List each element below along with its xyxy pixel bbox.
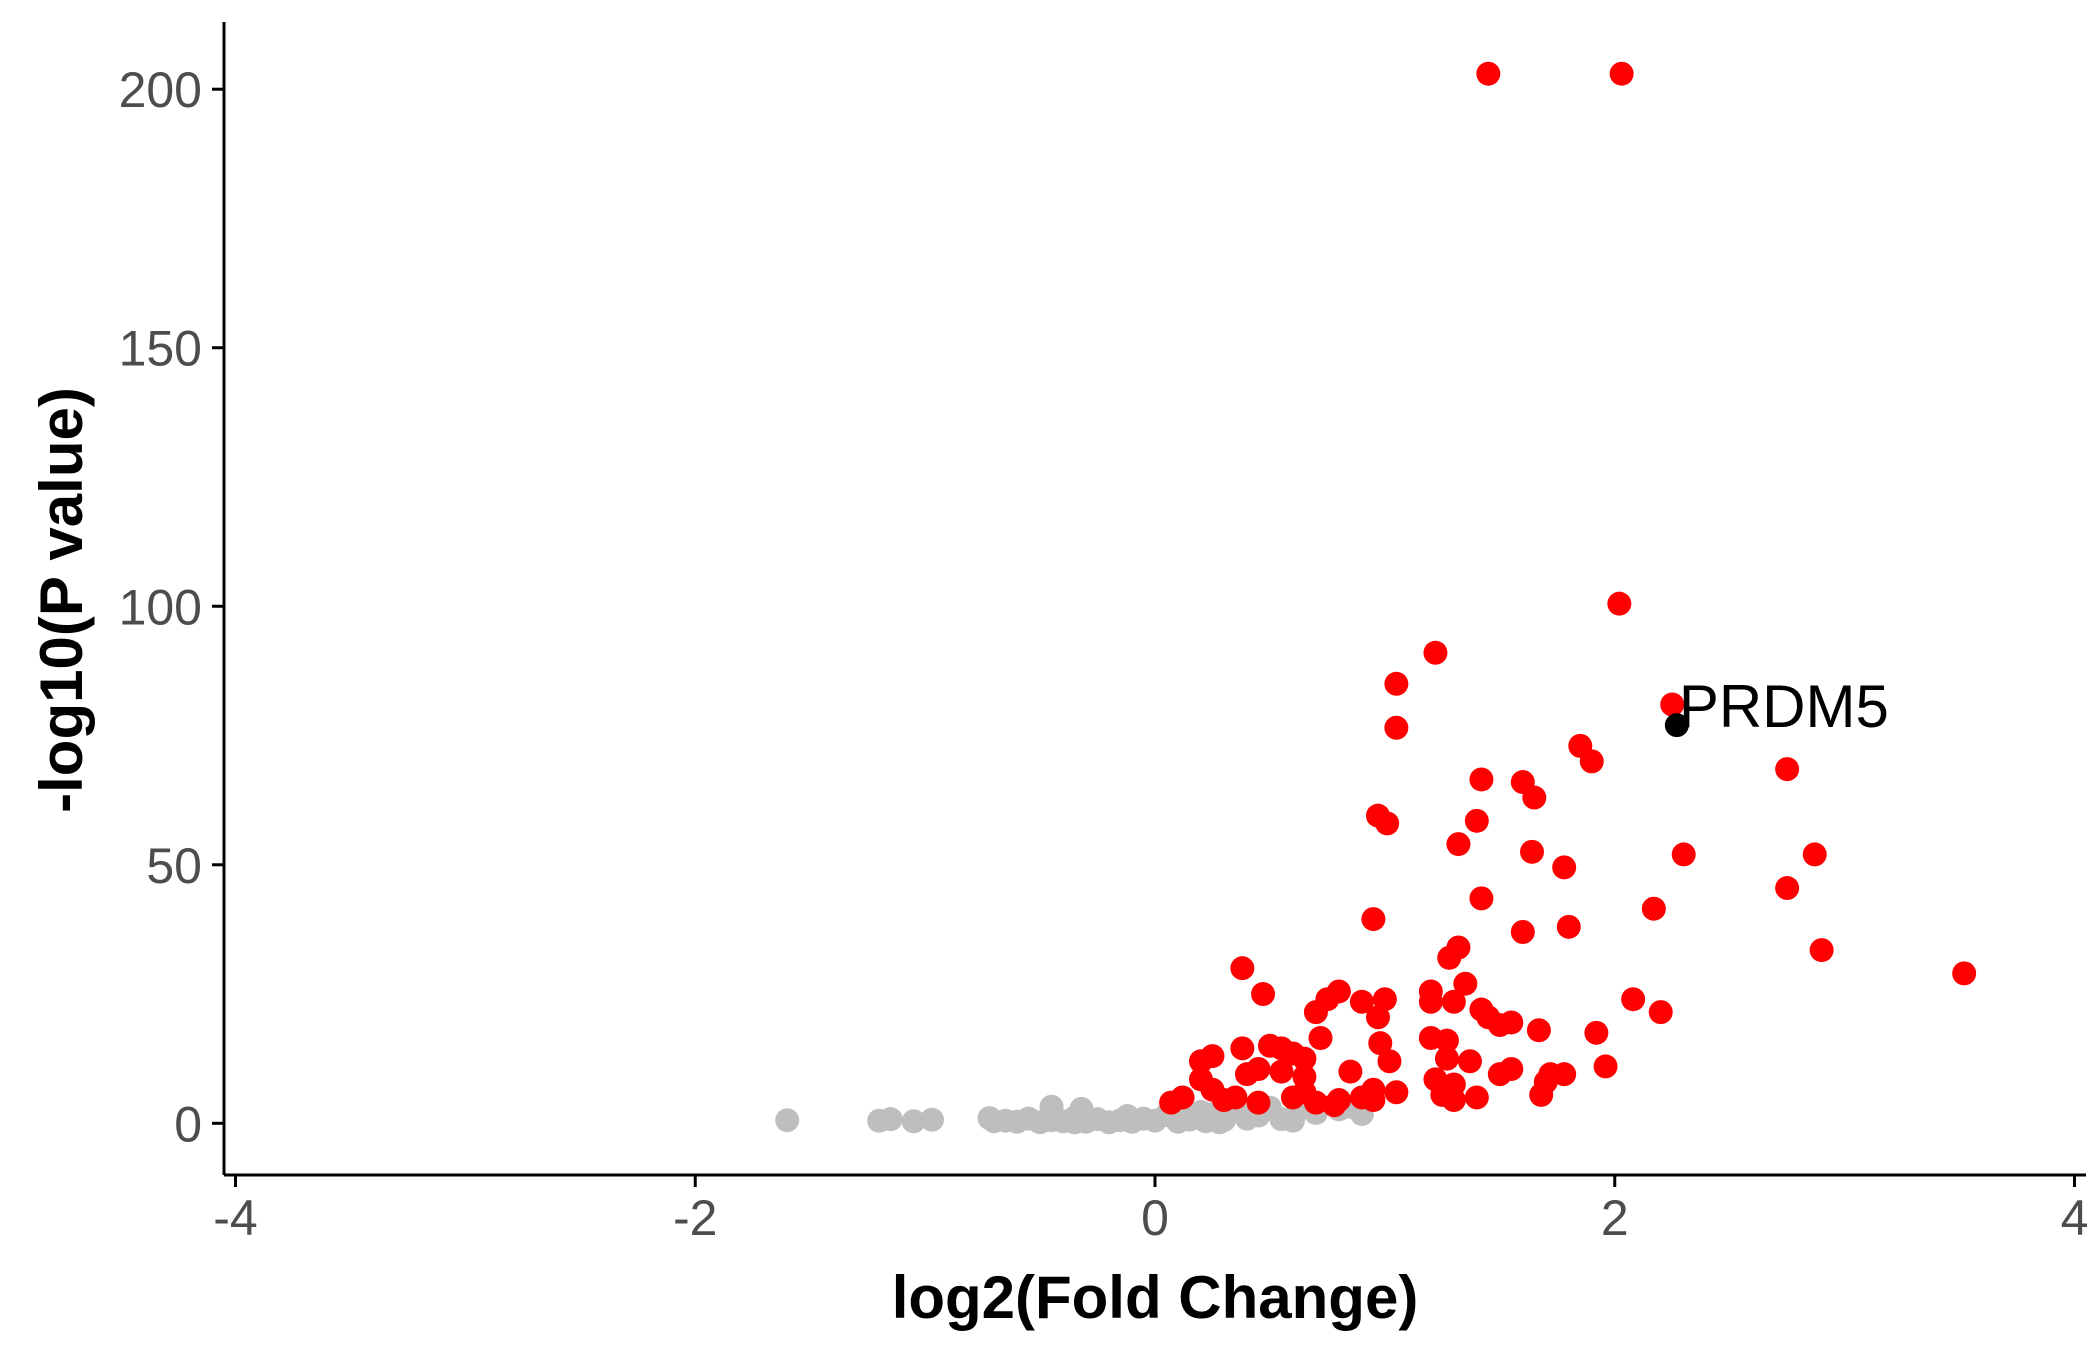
annotations: PRDM5 <box>1679 673 1889 740</box>
significant-point <box>1775 757 1800 782</box>
significant-point <box>1377 1049 1402 1074</box>
significant-point <box>1303 1000 1328 1025</box>
significant-point <box>1292 1046 1317 1071</box>
significant-point <box>1526 1018 1551 1043</box>
non-significant-point <box>1207 1110 1232 1135</box>
significant-point <box>1372 987 1397 1012</box>
significant-point <box>1579 749 1604 774</box>
significant-point <box>1365 1005 1390 1030</box>
significant-point <box>1609 61 1634 86</box>
non-significant-point <box>878 1107 903 1132</box>
significant-point <box>1552 1062 1577 1087</box>
non-significant-point <box>901 1109 926 1134</box>
significant-point <box>1487 1013 1512 1038</box>
significant-point <box>1487 1062 1512 1087</box>
non-significant-point <box>775 1108 800 1133</box>
y-tick-label: 0 <box>174 1096 202 1152</box>
significant-point <box>1464 808 1489 833</box>
significant-point <box>1338 1059 1363 1084</box>
x-axis-ticks: -4 -2 0 2 4 <box>213 1175 2088 1246</box>
significant-point <box>1457 1049 1482 1074</box>
data-points <box>775 61 1977 1135</box>
significant-point <box>1322 1093 1347 1118</box>
significant-point <box>1188 1049 1213 1074</box>
significant-point <box>1368 1031 1393 1056</box>
significant-point <box>1437 945 1462 970</box>
significant-point <box>1809 938 1834 963</box>
significant-point <box>1552 855 1577 880</box>
x-tick-label: 4 <box>2061 1190 2089 1246</box>
significant-point <box>1441 989 1466 1014</box>
significant-point <box>1519 839 1544 864</box>
y-tick-label: 100 <box>119 579 202 635</box>
significant-point <box>1453 971 1478 996</box>
y-axis-ticks: 0 50 100 150 200 <box>119 62 224 1152</box>
significant-point <box>1230 956 1255 981</box>
significant-point <box>1607 591 1632 616</box>
y-tick-label: 50 <box>146 838 202 894</box>
significant-point <box>1423 640 1448 665</box>
significant-point <box>1269 1059 1294 1084</box>
non-significant-point <box>1062 1110 1087 1135</box>
y-tick-label: 200 <box>119 62 202 118</box>
significant-point <box>1446 832 1471 857</box>
significant-point <box>1434 1028 1459 1053</box>
significant-point <box>1648 1000 1673 1025</box>
non-significant-point <box>982 1109 1007 1134</box>
point-annotation-label: PRDM5 <box>1679 673 1889 740</box>
significant-point <box>1476 61 1501 86</box>
significant-point <box>1775 876 1800 901</box>
significant-point <box>1349 989 1374 1014</box>
significant-point <box>1802 842 1827 867</box>
significant-point <box>1384 1080 1409 1105</box>
y-tick-label: 150 <box>119 321 202 377</box>
significant-point <box>1529 1082 1554 1107</box>
significant-point <box>1418 989 1443 1014</box>
significant-point <box>1384 671 1409 696</box>
significant-point <box>1361 907 1386 932</box>
significant-point <box>1593 1054 1618 1079</box>
significant-point <box>1556 914 1581 939</box>
significant-point <box>1234 1062 1259 1087</box>
significant-point <box>1671 842 1696 867</box>
significant-point <box>1434 1046 1459 1071</box>
y-axis-title: -log10(P value) <box>28 387 95 813</box>
non-significant-point <box>920 1107 945 1132</box>
significant-point <box>1584 1020 1609 1045</box>
significant-point <box>1230 1036 1255 1061</box>
significant-point <box>1223 1085 1248 1110</box>
significant-point <box>1246 1090 1271 1115</box>
significant-point <box>1522 785 1547 810</box>
significant-point <box>1251 982 1276 1007</box>
significant-point <box>1621 987 1646 1012</box>
x-tick-label: -4 <box>213 1190 257 1246</box>
highlighted-point <box>1664 713 1689 738</box>
significant-point <box>1510 919 1535 944</box>
significant-point <box>1469 767 1494 792</box>
x-tick-label: 0 <box>1141 1190 1169 1246</box>
significant-point <box>1375 811 1400 836</box>
significant-point <box>1441 1088 1466 1113</box>
significant-point <box>1641 896 1666 921</box>
significant-point <box>1469 886 1494 911</box>
significant-point <box>1308 1025 1333 1050</box>
significant-point <box>1384 715 1409 740</box>
significant-point <box>1303 1090 1328 1115</box>
significant-point <box>1280 1085 1305 1110</box>
x-axis-title: log2(Fold Change) <box>892 1264 1419 1331</box>
x-tick-label: 2 <box>1601 1190 1629 1246</box>
significant-point <box>1361 1088 1386 1113</box>
significant-point <box>1159 1090 1184 1115</box>
significant-point <box>1464 1085 1489 1110</box>
x-tick-label: -2 <box>673 1190 717 1246</box>
significant-point <box>1952 961 1977 986</box>
significant-point <box>1660 692 1685 717</box>
